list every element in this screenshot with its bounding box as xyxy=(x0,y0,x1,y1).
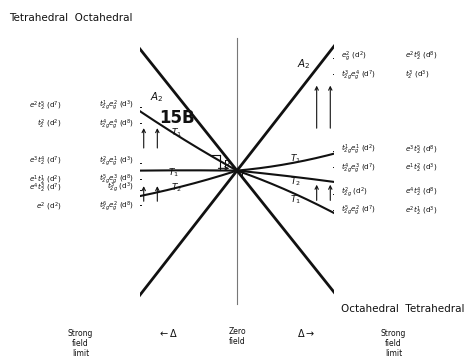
Text: $e^2$ (d$^2$): $e^2$ (d$^2$) xyxy=(36,201,62,213)
Text: $A_2$: $A_2$ xyxy=(297,57,311,72)
Text: Zero
field: Zero field xyxy=(228,327,246,346)
Text: $e^4t_2^3$ (d$^7$): $e^4t_2^3$ (d$^7$) xyxy=(29,182,62,195)
Text: 15B: 15B xyxy=(159,109,195,127)
Text: $e^3t_2^4$ (d$^7$): $e^3t_2^4$ (d$^7$) xyxy=(29,155,62,168)
Text: $t_{2g}^4 e_g^4$ (d$^8$): $t_{2g}^4 e_g^4$ (d$^8$) xyxy=(99,118,134,132)
Text: $t_2^2$ (d$^2$): $t_2^2$ (d$^2$) xyxy=(37,118,62,131)
Text: $T_2$: $T_2$ xyxy=(290,175,301,188)
Text: $A_2$: $A_2$ xyxy=(149,90,163,104)
Text: $\Delta \rightarrow$: $\Delta \rightarrow$ xyxy=(297,327,315,339)
Text: $e_g^2$ (d$^2$): $e_g^2$ (d$^2$) xyxy=(341,49,367,64)
Text: $e^1t_2^2$ (d$^3$): $e^1t_2^2$ (d$^3$) xyxy=(405,162,438,175)
Text: $\leftarrow \Delta$: $\leftarrow \Delta$ xyxy=(158,327,179,339)
Text: $t_{2g}^3 e_g^4$ (d$^7$): $t_{2g}^3 e_g^4$ (d$^7$) xyxy=(341,68,376,82)
Text: $e^2t_2^1$ (d$^3$): $e^2t_2^1$ (d$^3$) xyxy=(405,204,438,218)
Text: $e^3t_2^5$ (d$^8$): $e^3t_2^5$ (d$^8$) xyxy=(405,143,438,156)
Text: Octahedral  Tetrahedral: Octahedral Tetrahedral xyxy=(341,304,465,314)
Text: $t_{2g}^2$ (d$^2$): $t_{2g}^2$ (d$^2$) xyxy=(341,185,368,200)
Text: $T_1$: $T_1$ xyxy=(168,167,179,179)
Text: $e^2t_2^5$ (d$^7$): $e^2t_2^5$ (d$^7$) xyxy=(29,99,62,113)
Text: F: F xyxy=(241,170,247,180)
Text: $T_1$: $T_1$ xyxy=(171,126,182,139)
Text: P: P xyxy=(224,160,230,170)
Text: $t_2^3$ (d$^3$): $t_2^3$ (d$^3$) xyxy=(405,69,429,82)
Text: $t_{2g}^5 e_g^3$ (d$^8$): $t_{2g}^5 e_g^3$ (d$^8$) xyxy=(99,173,134,187)
Text: Tetrahedral  Octahedral: Tetrahedral Octahedral xyxy=(9,13,133,23)
Text: $e^2t_2^6$ (d$^8$): $e^2t_2^6$ (d$^8$) xyxy=(405,50,438,63)
Text: $e^4t_2^4$ (d$^8$): $e^4t_2^4$ (d$^8$) xyxy=(405,186,438,199)
Text: Strong
field
limit: Strong field limit xyxy=(68,329,93,358)
Text: Strong
field
limit: Strong field limit xyxy=(381,329,406,358)
Text: $t_{2g}^4 e_g^3$ (d$^7$): $t_{2g}^4 e_g^3$ (d$^7$) xyxy=(341,162,376,176)
Text: $t_{2g}^1 e_g^2$ (d$^3$): $t_{2g}^1 e_g^2$ (d$^3$) xyxy=(99,99,134,113)
Text: $t_{2g}^3$ (d$^3$): $t_{2g}^3$ (d$^3$) xyxy=(107,181,134,195)
Text: $e^1t_2^1$ (d$^2$): $e^1t_2^1$ (d$^2$) xyxy=(29,174,62,187)
Text: $t_{2g}^1 e_g^1$ (d$^2$): $t_{2g}^1 e_g^1$ (d$^2$) xyxy=(341,143,376,157)
Text: $t_{2g}^2 e_g^1$ (d$^3$): $t_{2g}^2 e_g^1$ (d$^3$) xyxy=(99,154,134,168)
Text: $t_{2g}^6 e_g^2$ (d$^8$): $t_{2g}^6 e_g^2$ (d$^8$) xyxy=(99,200,134,214)
Text: $t_{2g}^5 e_g^2$ (d$^7$): $t_{2g}^5 e_g^2$ (d$^7$) xyxy=(341,204,376,219)
Text: $T_1$: $T_1$ xyxy=(290,152,301,165)
Text: $T_1$: $T_1$ xyxy=(290,194,301,206)
Text: $T_2$: $T_2$ xyxy=(171,182,182,194)
